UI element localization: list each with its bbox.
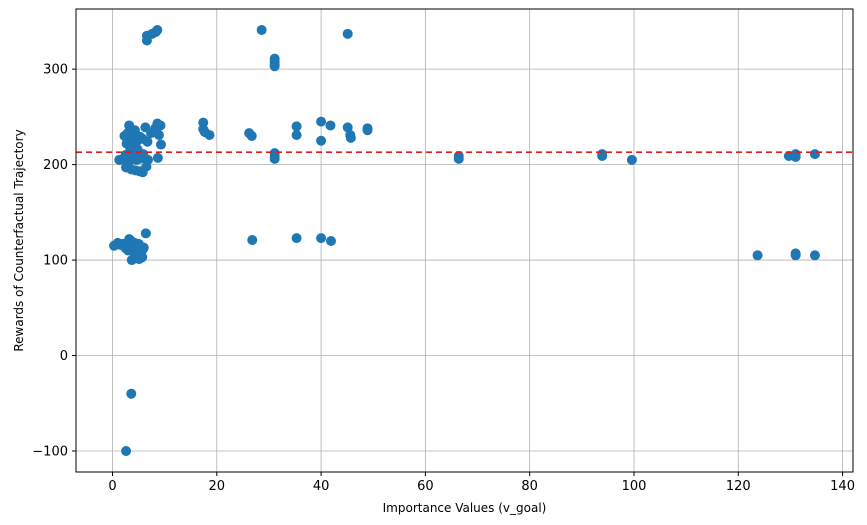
data-point [199, 127, 210, 138]
x-axis-ticks: 0 20 40 60 80 100 120 140 [108, 472, 855, 494]
data-point [342, 122, 353, 133]
data-point [362, 125, 373, 136]
data-point [597, 151, 608, 162]
data-point [152, 152, 163, 163]
y-tick-label: 200 [43, 158, 68, 173]
data-point [291, 121, 302, 132]
y-axis-ticks: −100 0 100 200 300 [32, 63, 76, 459]
data-point [256, 25, 267, 36]
x-tick-label: 100 [622, 479, 647, 494]
data-point [142, 136, 153, 147]
data-point [316, 233, 327, 244]
data-point [125, 143, 136, 154]
data-point [809, 250, 820, 261]
y-tick-label: −100 [32, 444, 68, 459]
data-point [126, 388, 137, 399]
x-tick-label: 0 [108, 479, 116, 494]
data-points [109, 25, 820, 456]
data-point [626, 154, 637, 165]
data-point [291, 130, 302, 141]
data-point [342, 28, 353, 39]
data-point [326, 235, 337, 246]
data-point [124, 234, 135, 245]
data-point [155, 120, 166, 131]
x-tick-label: 120 [726, 479, 751, 494]
data-point [316, 116, 327, 127]
data-point [156, 139, 167, 150]
x-tick-label: 140 [830, 479, 855, 494]
x-tick-label: 80 [521, 479, 538, 494]
data-point [269, 153, 280, 164]
data-point [790, 250, 801, 261]
plot-frame [75, 8, 854, 473]
data-point [153, 130, 164, 141]
x-tick-label: 60 [417, 479, 434, 494]
data-point [752, 250, 763, 261]
data-point [790, 151, 801, 162]
data-point [247, 235, 258, 246]
data-point [141, 161, 152, 172]
data-point [152, 25, 163, 36]
data-point [138, 242, 149, 253]
y-tick-label: 300 [43, 63, 68, 78]
data-point [140, 228, 151, 239]
data-point [246, 130, 257, 141]
data-point [269, 61, 280, 72]
y-tick-label: 100 [43, 254, 68, 269]
grid-lines [76, 9, 853, 472]
x-tick-label: 20 [209, 479, 226, 494]
y-axis-label: Rewards of Counterfactual Trajectory [12, 129, 26, 351]
data-point [809, 149, 820, 160]
data-point [345, 132, 356, 143]
data-point [291, 233, 302, 244]
data-point [119, 130, 130, 141]
data-point [316, 135, 327, 146]
y-tick-label: 0 [60, 349, 68, 364]
data-point [130, 247, 141, 258]
data-point [121, 445, 132, 456]
data-point [453, 153, 464, 164]
data-point [325, 120, 336, 131]
x-tick-label: 40 [313, 479, 330, 494]
x-axis-label: Importance Values (v_goal) [383, 501, 547, 515]
